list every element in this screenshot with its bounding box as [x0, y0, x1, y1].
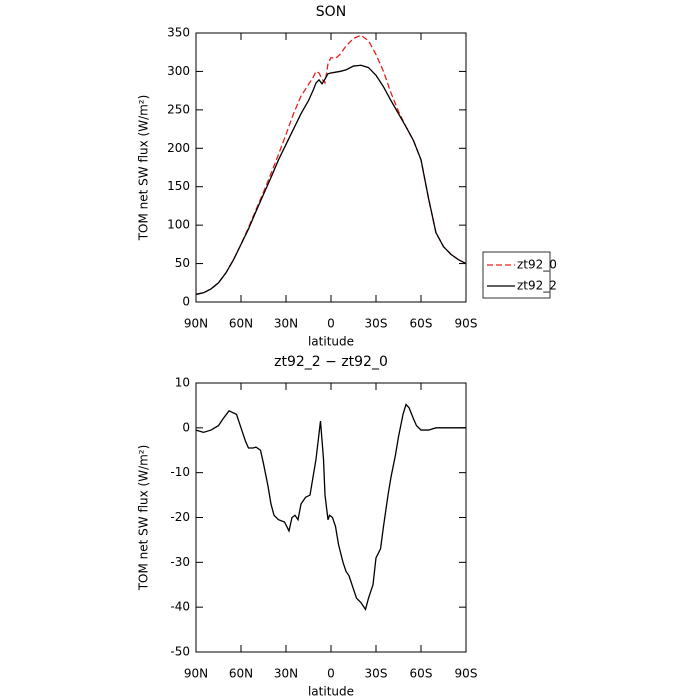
y-tick-label: 50 — [175, 256, 190, 270]
y-tick-label: 10 — [175, 376, 190, 390]
y-tick-label: 300 — [167, 64, 190, 78]
y-tick-label: 0 — [182, 420, 190, 434]
y-axis-label: TOM net SW flux (W/m²) — [137, 95, 151, 242]
legend-label: zt92_0 — [517, 258, 557, 272]
legend-label: zt92_2 — [517, 279, 557, 293]
y-tick-label: -40 — [170, 600, 190, 614]
y-tick-label: -30 — [170, 555, 190, 569]
legend-box — [482, 251, 551, 299]
data-line — [195, 403, 466, 611]
x-tick-label: 30N — [274, 667, 298, 681]
data-line — [195, 34, 467, 295]
y-tick-label: 150 — [167, 179, 190, 193]
data-line — [195, 64, 467, 295]
x-tick-label: 90S — [455, 317, 478, 331]
x-tick-label: 90N — [184, 317, 208, 331]
y-tick-label: 200 — [167, 141, 190, 155]
x-tick-label: 30N — [274, 317, 298, 331]
y-tick-label: 250 — [167, 102, 190, 116]
plot-frame — [195, 382, 467, 653]
x-tick-label: 0 — [327, 317, 335, 331]
y-axis-label: TOM net SW flux (W/m²) — [137, 445, 151, 592]
y-tick-label: 100 — [167, 218, 190, 232]
y-tick-label: 0 — [182, 295, 190, 309]
x-tick-label: 30S — [365, 317, 388, 331]
x-tick-label: 90S — [455, 667, 478, 681]
y-tick-label: -10 — [170, 465, 190, 479]
y-tick-label: -20 — [170, 510, 190, 524]
x-tick-label: 0 — [327, 667, 335, 681]
chart-title: zt92_2 − zt92_0 — [274, 354, 388, 370]
x-tick-label: 60S — [410, 667, 433, 681]
y-tick-label: -50 — [170, 645, 190, 659]
x-tick-label: 90N — [184, 667, 208, 681]
chart-title: SON — [316, 4, 346, 20]
x-axis-label: latitude — [308, 685, 354, 699]
x-tick-label: 30S — [365, 667, 388, 681]
x-tick-label: 60S — [410, 317, 433, 331]
x-axis-label: latitude — [308, 335, 354, 349]
y-tick-label: 350 — [167, 26, 190, 40]
plot-frame — [195, 32, 467, 303]
x-tick-label: 60N — [229, 667, 253, 681]
x-tick-label: 60N — [229, 317, 253, 331]
